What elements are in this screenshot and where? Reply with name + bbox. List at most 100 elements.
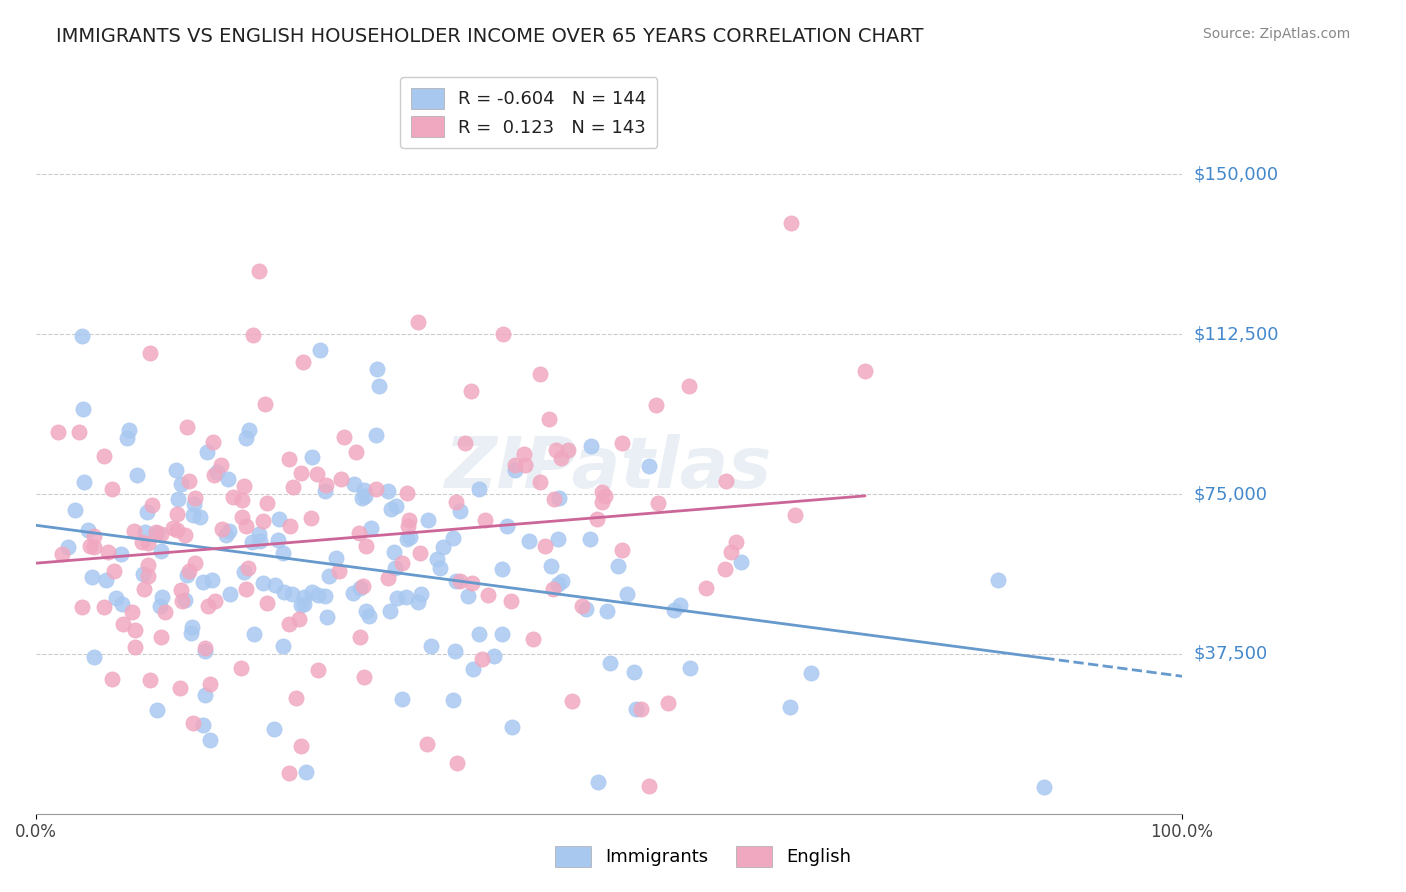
Point <box>263 722 285 736</box>
Point <box>591 495 613 509</box>
Point <box>136 505 159 519</box>
Point <box>277 617 299 632</box>
Point <box>219 587 242 601</box>
Point <box>377 484 399 499</box>
Point <box>215 528 238 542</box>
Point <box>278 518 301 533</box>
Point <box>779 700 801 714</box>
Point <box>236 561 259 575</box>
Point <box>174 593 197 607</box>
Point <box>378 604 401 618</box>
Point <box>235 519 257 533</box>
Point <box>730 555 752 569</box>
Point <box>441 531 464 545</box>
Point <box>785 508 807 523</box>
Point <box>547 491 569 505</box>
Point <box>105 591 128 605</box>
Point <box>287 612 309 626</box>
Point <box>233 566 256 580</box>
Point <box>103 564 125 578</box>
Point <box>70 328 93 343</box>
Point <box>385 500 408 514</box>
Point <box>307 663 329 677</box>
Point <box>136 535 159 549</box>
Point <box>204 468 226 483</box>
Point <box>247 264 270 278</box>
Point <box>256 495 278 509</box>
Point <box>314 483 336 498</box>
Point <box>463 662 485 676</box>
Point <box>101 673 124 687</box>
Point <box>630 702 652 716</box>
Point <box>243 627 266 641</box>
Point <box>145 524 167 539</box>
Point <box>367 378 389 392</box>
Point <box>183 557 205 571</box>
Point <box>468 627 491 641</box>
Point <box>201 573 224 587</box>
Point <box>217 472 239 486</box>
Point <box>344 445 367 459</box>
Point <box>166 523 188 537</box>
Point <box>83 529 105 543</box>
Point <box>222 490 245 504</box>
Point <box>93 449 115 463</box>
Point <box>72 402 94 417</box>
Point <box>349 581 371 595</box>
Point <box>191 718 214 732</box>
Point <box>231 493 253 508</box>
Point <box>550 450 572 465</box>
Point <box>495 519 517 533</box>
Point <box>679 660 702 674</box>
Point <box>329 472 352 486</box>
Point <box>290 739 312 753</box>
Point <box>541 582 564 596</box>
Point <box>134 582 156 596</box>
Point <box>586 512 609 526</box>
Point <box>579 532 602 546</box>
Point <box>780 216 803 230</box>
Point <box>599 657 621 671</box>
Point <box>249 534 271 549</box>
Point <box>301 450 323 464</box>
Point <box>252 514 274 528</box>
Point <box>446 495 468 509</box>
Point <box>283 480 305 494</box>
Point <box>477 588 499 602</box>
Point <box>616 587 638 601</box>
Point <box>484 648 506 663</box>
Point <box>579 438 602 452</box>
Point <box>198 677 221 691</box>
Point <box>181 715 204 730</box>
Point <box>162 521 184 535</box>
Point <box>180 620 202 634</box>
Point <box>179 565 201 579</box>
Point <box>253 397 276 411</box>
Point <box>391 556 413 570</box>
Point <box>432 541 454 555</box>
Point <box>333 430 356 444</box>
Point <box>503 458 526 473</box>
Point <box>174 528 197 542</box>
Point <box>492 326 515 341</box>
Point <box>247 527 270 541</box>
Point <box>318 568 340 582</box>
Point <box>391 692 413 706</box>
Point <box>94 573 117 587</box>
Point <box>364 428 387 442</box>
Point <box>461 576 484 591</box>
Point <box>240 534 263 549</box>
Point <box>235 431 257 445</box>
Point <box>471 652 494 666</box>
Point <box>557 443 579 458</box>
Point <box>347 526 370 541</box>
Point <box>169 583 191 598</box>
Point <box>131 567 153 582</box>
Point <box>408 546 430 560</box>
Point <box>209 458 232 472</box>
Point <box>305 467 328 481</box>
Point <box>396 519 419 533</box>
Point <box>454 436 477 450</box>
Point <box>591 485 613 500</box>
Point <box>112 616 135 631</box>
